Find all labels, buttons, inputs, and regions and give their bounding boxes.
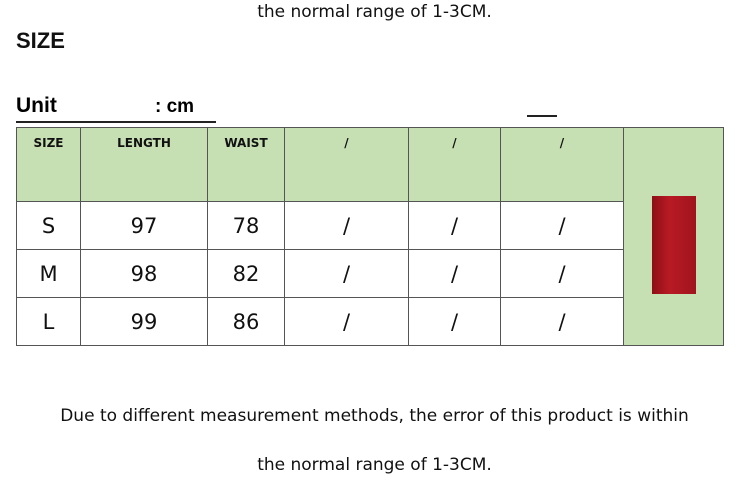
- cell: 86: [207, 297, 285, 346]
- top-note: the normal range of 1-3CM.: [257, 2, 492, 22]
- cell: M: [16, 249, 81, 298]
- header-cell: WAIST: [207, 127, 285, 202]
- heading: SIZE: [16, 28, 65, 53]
- footer-note: Due to different measurement methods, th…: [60, 406, 689, 426]
- cell: S: [16, 201, 81, 250]
- cell: /: [284, 249, 409, 298]
- underline: [527, 115, 557, 117]
- size-table: SIZE LENGTH WAIST / / / S 97 78// / M 98 82// / L 99 86/…: [16, 127, 724, 346]
- header-cell: LENGTH: [80, 127, 208, 202]
- cell: /: [408, 297, 501, 346]
- cell: /: [408, 249, 501, 298]
- cell: 82: [207, 249, 285, 298]
- cell: L: [16, 297, 81, 346]
- underline: [16, 121, 216, 123]
- cell: 78: [207, 201, 285, 250]
- cell: /: [500, 297, 624, 346]
- product-image-cell: [623, 127, 724, 346]
- unit-label: Unit: [16, 94, 57, 117]
- header-cell: /: [500, 127, 624, 202]
- footer-note: the normal range of 1-3CM.: [257, 455, 492, 475]
- size-row: S 97 78// /: [16, 201, 724, 250]
- header-cell: SIZE: [16, 127, 81, 202]
- header-cell: /: [408, 127, 501, 202]
- header-row: SIZE LENGTH WAIST / / /: [16, 127, 724, 346]
- cell: /: [284, 297, 409, 346]
- size-row: L 99 86// /: [16, 297, 724, 346]
- cell: /: [500, 249, 624, 298]
- cell: /: [500, 201, 624, 250]
- cell: 97: [80, 201, 208, 250]
- cell: 99: [80, 297, 208, 346]
- size-row: M 98 82// /: [16, 249, 724, 298]
- product-image: [651, 196, 696, 294]
- cell: 98: [80, 249, 208, 298]
- cell: /: [408, 201, 501, 250]
- header-cell: /: [284, 127, 409, 202]
- cell: /: [284, 201, 409, 250]
- unit-value: : cm: [155, 96, 195, 117]
